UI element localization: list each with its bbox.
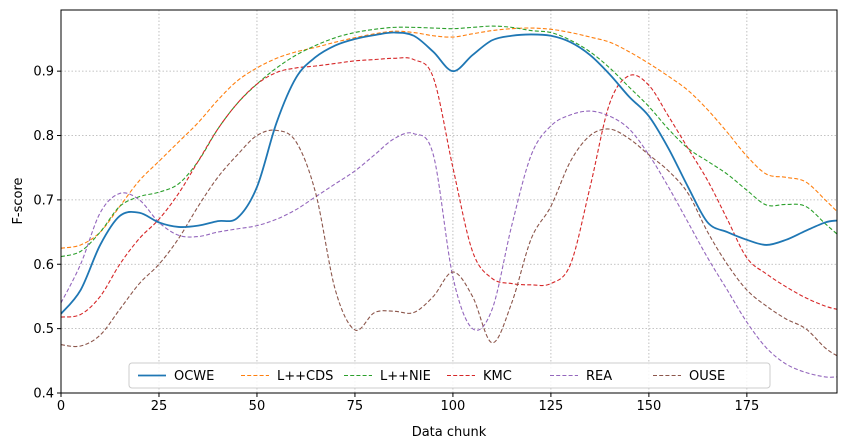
series-line-ocwe	[61, 31, 837, 315]
x-tick-label: 75	[347, 399, 364, 414]
x-axis-ticks: 0 25 50 75 100 125 150 175	[57, 393, 759, 414]
x-tick-label: 25	[151, 399, 168, 414]
legend-label-ocwe: OCWE	[174, 369, 214, 384]
legend-label-rea: REA	[586, 369, 612, 384]
y-axis-label: F-score	[11, 177, 26, 224]
y-tick-label: 0.5	[33, 322, 54, 337]
x-tick-label: 0	[57, 399, 65, 414]
grid-lines	[60, 10, 837, 394]
x-tick-label: 175	[734, 399, 759, 414]
series-line-ouse	[61, 128, 837, 357]
plot-frame	[60, 9, 838, 394]
series-line-kmc	[61, 57, 837, 318]
series-group	[61, 25, 837, 378]
legend-label-kmc: KMC	[483, 369, 512, 384]
series-line-rea	[61, 110, 837, 378]
series-line-l-nie	[61, 25, 837, 258]
legend-label-l-nie: L++NIE	[380, 369, 431, 384]
x-tick-label: 125	[538, 399, 563, 414]
plot-area	[61, 25, 837, 378]
y-tick-label: 0.8	[33, 129, 54, 144]
y-tick-label: 0.9	[33, 65, 54, 80]
legend-label-ouse: OUSE	[689, 369, 725, 384]
series-line-l-cds	[61, 27, 837, 249]
x-tick-label: 100	[441, 399, 466, 414]
x-axis-label: Data chunk	[412, 425, 487, 440]
y-tick-label: 0.7	[33, 193, 54, 208]
y-axis-ticks: 0.4 0.5 0.6 0.7 0.8 0.9	[33, 65, 61, 402]
y-tick-label: 0.6	[33, 258, 54, 273]
legend-label-l-cds: L++CDS	[277, 369, 333, 384]
x-tick-label: 50	[249, 399, 266, 414]
x-tick-label: 150	[636, 399, 661, 414]
y-tick-label: 0.4	[33, 387, 54, 402]
legend: OCWE L++CDS L++NIE KMC REA OUSE	[128, 362, 771, 389]
